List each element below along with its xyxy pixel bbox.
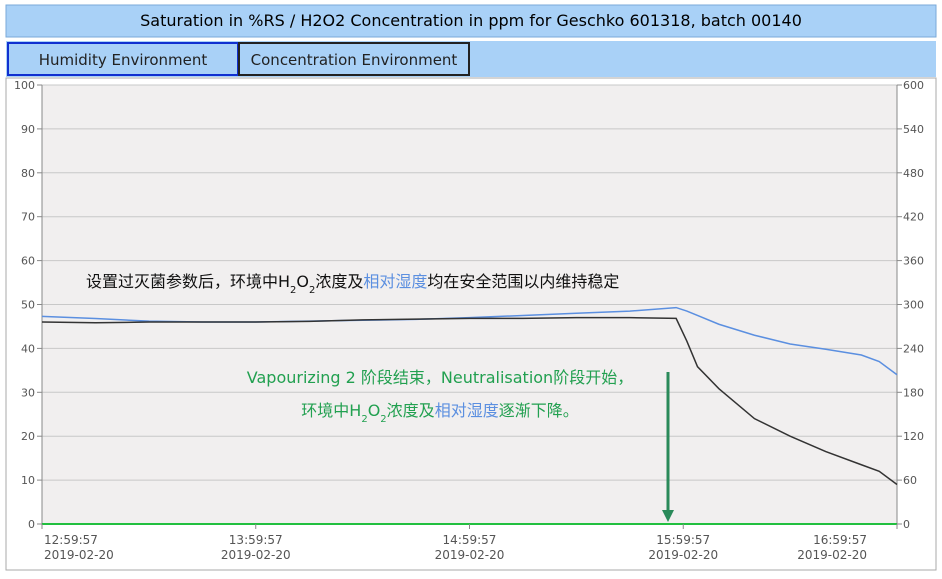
y2-tick-label: 120 [903,430,924,443]
y2-tick-label: 0 [903,518,910,531]
title-bar [5,4,937,38]
x-tick-label: 12:59:57 [44,533,98,547]
y-tick-label: 80 [21,167,35,180]
y2-tick-label: 420 [903,211,924,224]
y-tick-label: 70 [21,211,35,224]
y-tick-label: 50 [21,299,35,312]
y2-tick-label: 60 [903,474,917,487]
annotation: Vapourizing 2 阶段结束，Neutralisation阶段开始， [247,368,633,387]
tab[interactable] [238,42,470,76]
y2-tick-label: 240 [903,342,924,355]
chart-title: Saturation in %RS / H2O2 Concentration i… [140,11,802,30]
y-tick-label: 90 [21,123,35,136]
y-tick-label: 60 [21,255,35,268]
x-tick-label: 16:59:57 [813,533,867,547]
x-tick-date: 2019-02-20 [221,548,291,562]
x-tick-label: 13:59:57 [229,533,283,547]
annotation: 环境中H2O2浓度及相对湿度逐渐下降。 [301,401,578,425]
grid [37,84,902,529]
y2-tick-label: 300 [903,299,924,312]
y-tick-label: 0 [28,518,35,531]
series-line [41,316,898,486]
y-tick-label: 100 [14,79,35,92]
arrow-head [662,510,674,522]
y-tick-label: 20 [21,430,35,443]
annotation: 设置过灭菌参数后，环境中H2O2浓度及相对湿度均在安全范围以内维持稳定 [86,272,619,296]
x-tick-date: 2019-02-20 [44,548,114,562]
x-tick-date: 2019-02-20 [648,548,718,562]
x-tick-label: 14:59:57 [443,533,497,547]
lines [41,306,898,486]
x-tick-label: 15:59:57 [656,533,710,547]
x-tick-date: 2019-02-20 [435,548,505,562]
y-tick-label: 10 [21,474,35,487]
y2-tick-label: 180 [903,386,924,399]
y2-tick-label: 600 [903,79,924,92]
y2-tick-label: 360 [903,255,924,268]
tab-label[interactable]: Humidity Environment [39,51,208,69]
tab[interactable] [7,42,239,76]
y2-tick-label: 540 [903,123,924,136]
tab-label[interactable]: Concentration Environment [251,51,458,69]
x-tick-date: 2019-02-20 [797,548,867,562]
y2-tick-label: 480 [903,167,924,180]
y-tick-label: 40 [21,342,35,355]
y-tick-label: 30 [21,386,35,399]
